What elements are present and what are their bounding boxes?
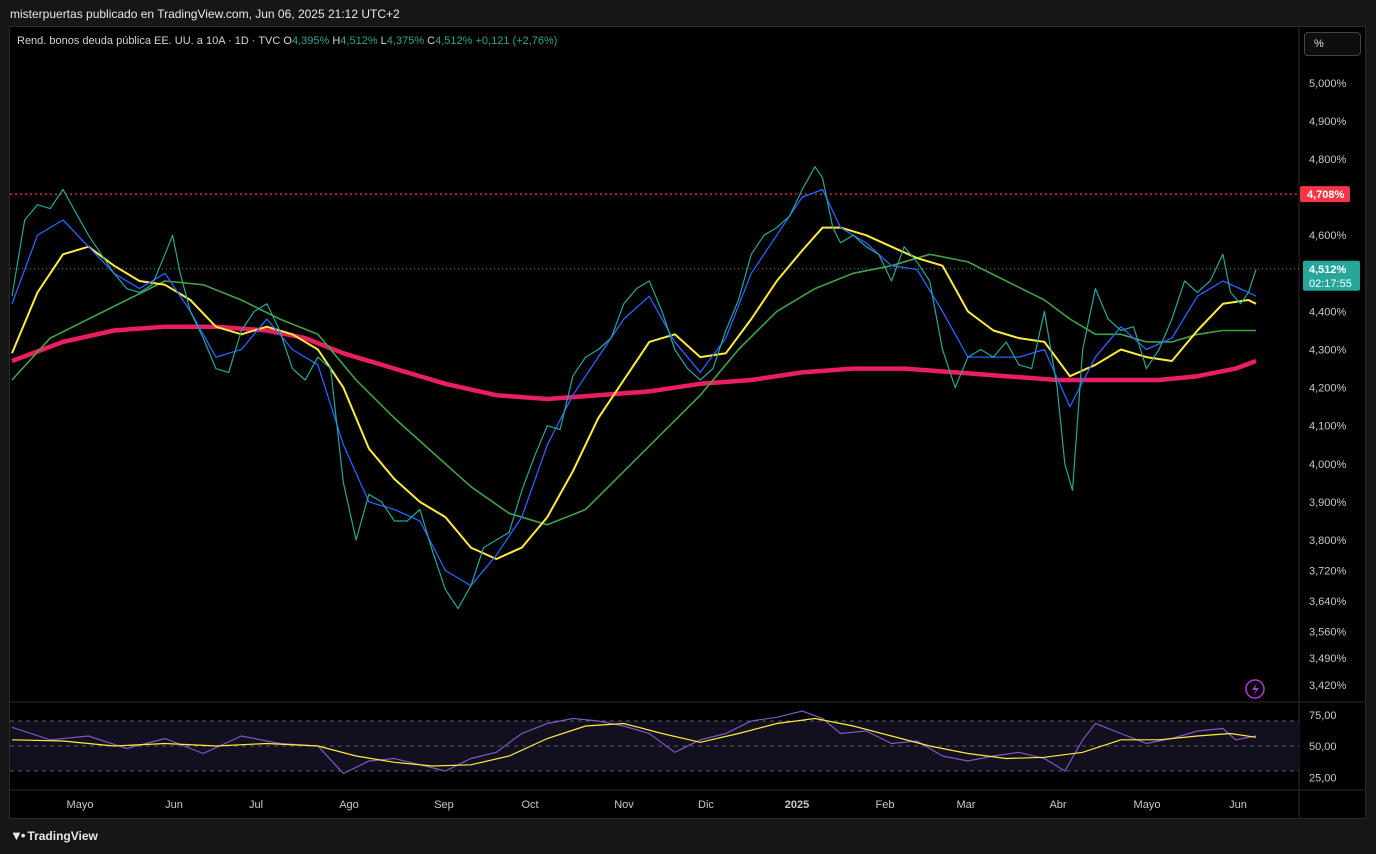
rsi-tick-label: 75,00 (1309, 710, 1337, 722)
price-tick-label: 3,900% (1309, 497, 1347, 509)
price-tick-label: 5,000% (1309, 78, 1347, 90)
publish-header: misterpuertas publicado en TradingView.c… (10, 7, 400, 21)
time-tick-label: Mar (957, 799, 976, 811)
low-label: L (380, 35, 387, 47)
ma_slow-line (11, 253, 1256, 526)
rsi-tick-label: 25,00 (1309, 772, 1337, 784)
price-tick-label: 3,420% (1309, 680, 1347, 692)
chart-frame (9, 26, 1366, 819)
lightning-icon[interactable] (1245, 679, 1265, 699)
price-line-label: 4,708% (1307, 189, 1345, 201)
time-tick-label: Jun (165, 799, 183, 811)
high-label: H (332, 35, 341, 47)
price-tick-label: 4,200% (1309, 383, 1347, 395)
time-tick-label: Feb (876, 799, 895, 811)
price-tick-label: 4,400% (1309, 306, 1347, 318)
time-tick-label: Mayo (67, 799, 94, 811)
low-value: 4,375% (386, 35, 425, 47)
time-tick-label: Oct (521, 799, 538, 811)
open-value: 4,395% (291, 35, 330, 47)
time-tick-label: Dic (698, 799, 714, 811)
price-tick-label: 3,640% (1309, 596, 1347, 608)
time-tick-label: Mayo (1134, 799, 1161, 811)
time-tick-label: Sep (434, 799, 454, 811)
tradingview-logo: ▼• TradingView (10, 828, 98, 843)
bar-countdown-label: 02:17:55 (1309, 278, 1352, 290)
rsi_ma-line (11, 717, 1257, 767)
scale-unit-button[interactable]: % (1304, 32, 1361, 56)
close-label: C (427, 35, 436, 47)
price-tick-label: 4,900% (1309, 116, 1347, 128)
time-tick-label: Abr (1049, 799, 1066, 811)
last-price-label: 4,512% (1309, 264, 1347, 276)
ma_fast-line (11, 188, 1257, 587)
price-tick-label: 3,490% (1309, 653, 1347, 665)
last-price-badge (1303, 260, 1360, 291)
price-line-badge (1300, 186, 1350, 203)
rsi-tick-label: 50,00 (1309, 741, 1337, 753)
price-tick-label: 4,800% (1309, 154, 1347, 166)
open-label: O (283, 35, 292, 47)
price-tick-label: 4,000% (1309, 459, 1347, 471)
symbol-legend: Rend. bonos deuda pública EE. UU. a 10A … (17, 35, 557, 47)
price-tick-label: 3,560% (1309, 626, 1347, 638)
high-value: 4,512% (340, 35, 378, 47)
ma_mid-line (11, 226, 1257, 560)
close-value: 4,512% (435, 35, 473, 47)
price-tick-label: 4,300% (1309, 345, 1347, 357)
lightning-bolt-icon (1252, 683, 1259, 696)
price-tick-label: 3,720% (1309, 565, 1347, 577)
ma_long-line (11, 324, 1257, 402)
tradingview-logo-icon: ▼• (10, 828, 25, 843)
time-tick-label: Ago (339, 799, 359, 811)
price-line (11, 166, 1257, 610)
time-tick-label: Jul (249, 799, 263, 811)
time-tick-label: Jun (1229, 799, 1247, 811)
time-tick-label: Nov (614, 799, 634, 811)
symbol-name: Rend. bonos deuda pública EE. UU. a 10A … (17, 35, 281, 47)
time-tick-label: 2025 (785, 799, 809, 811)
change-value: +0,121 (+2,76%) (475, 35, 558, 47)
price-tick-label: 4,600% (1309, 230, 1347, 242)
footer-brand: TradingView (27, 828, 98, 843)
price-tick-label: 3,800% (1309, 535, 1347, 547)
price-tick-label: 4,100% (1309, 421, 1347, 433)
